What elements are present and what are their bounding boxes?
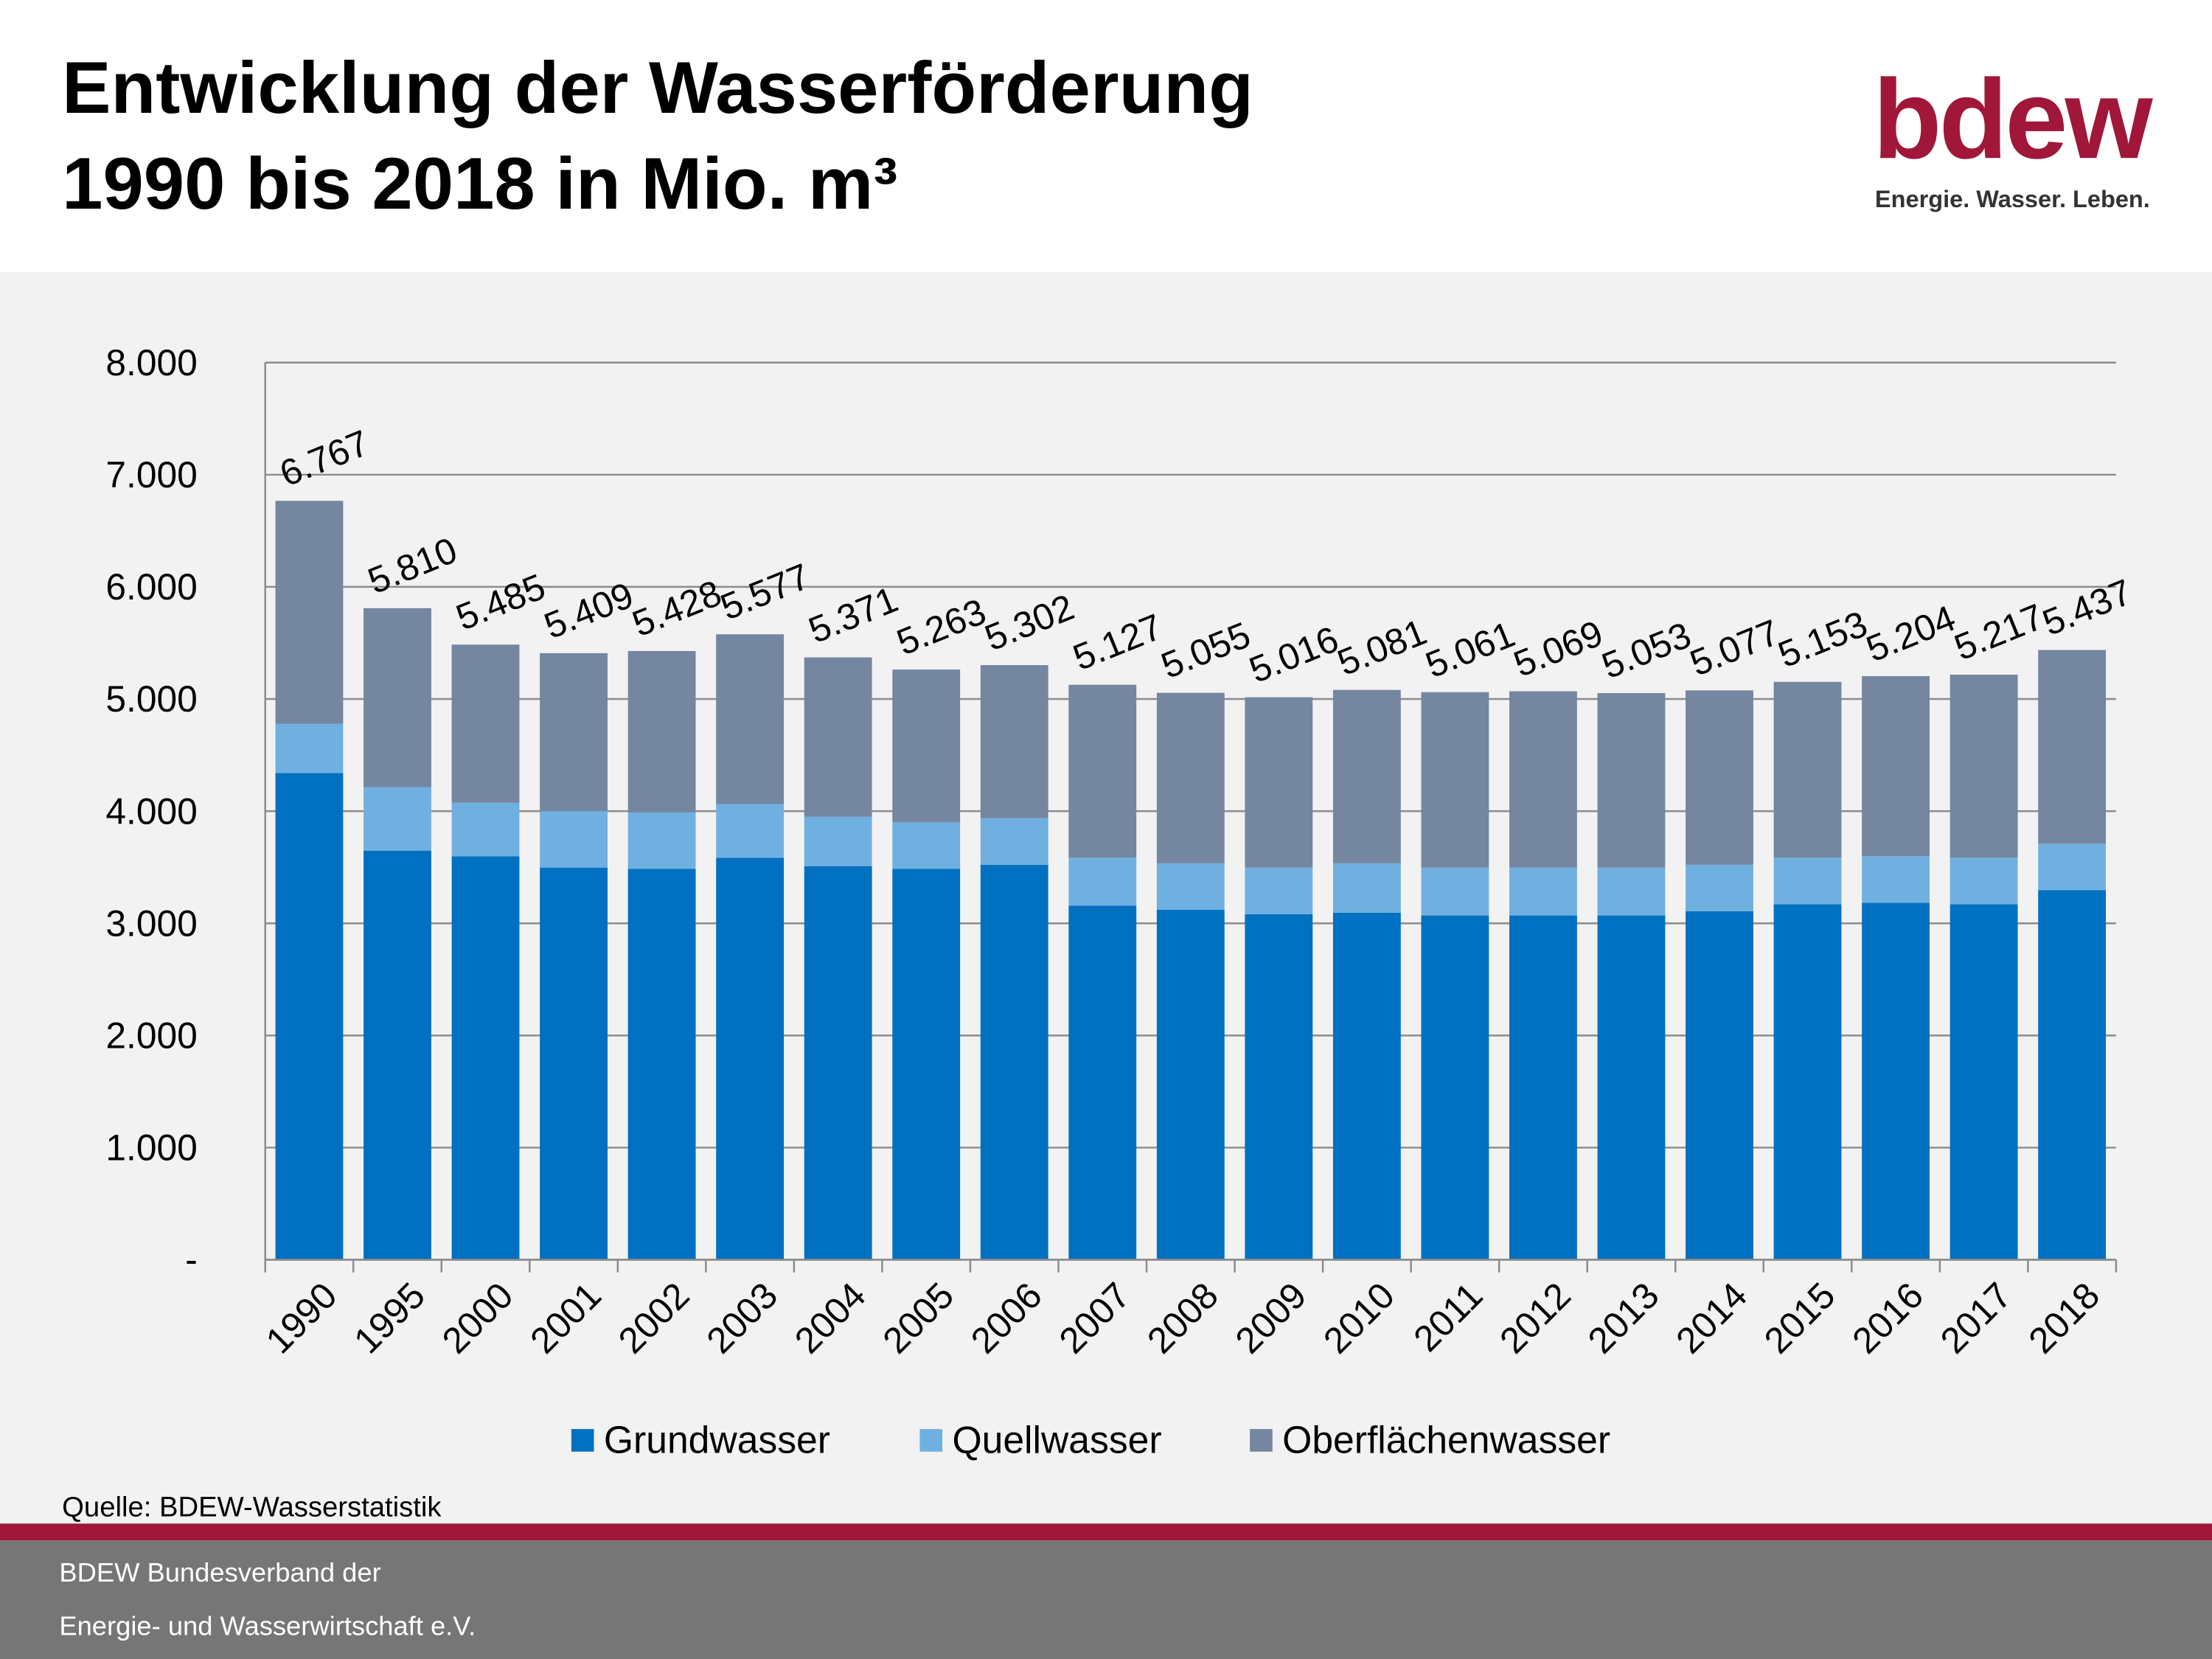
y-tick-label: 2.000 bbox=[105, 1015, 197, 1057]
bar-segment bbox=[1862, 902, 1930, 1260]
legend-swatch bbox=[919, 1429, 943, 1452]
bar-segment bbox=[980, 864, 1048, 1260]
legend-swatch bbox=[1250, 1429, 1273, 1452]
bar-segment bbox=[364, 850, 431, 1260]
bar-segment bbox=[1332, 912, 1401, 1260]
bar-segment bbox=[716, 634, 785, 804]
bar-segment bbox=[1068, 858, 1137, 906]
bar-segment bbox=[980, 665, 1048, 818]
legend-label: Quellwasser bbox=[952, 1419, 1161, 1461]
legend-label: Oberflächenwasser bbox=[1282, 1419, 1610, 1461]
y-tick-label: 3.000 bbox=[105, 902, 197, 944]
bar-segment bbox=[540, 653, 608, 812]
y-tick-label: 5.000 bbox=[105, 678, 197, 720]
bar-segment bbox=[275, 723, 344, 773]
y-tick-label: 1.000 bbox=[105, 1127, 197, 1169]
bar-segment bbox=[892, 822, 961, 869]
source: Quelle: BDEW-Wasserstatistik bbox=[62, 1492, 442, 1523]
y-tick-label: 6.000 bbox=[105, 566, 197, 608]
bar-segment bbox=[275, 773, 344, 1260]
bar-segment bbox=[1509, 867, 1577, 916]
bar-segment bbox=[540, 811, 608, 868]
footer-text: BDEW Bundesverband der bbox=[59, 1557, 380, 1587]
title: 1990 bis 2018 in Mio. m³ bbox=[62, 143, 897, 225]
bar-segment bbox=[1332, 689, 1401, 863]
bar-segment bbox=[804, 657, 872, 817]
bar-segment bbox=[275, 501, 344, 724]
bar-segment bbox=[1245, 697, 1313, 868]
bar-segment bbox=[1156, 863, 1225, 910]
plot: - 1.000 2.000 3.000 4.000 5.000 6.000 7.000 8.00… bbox=[105, 342, 2137, 1461]
bar-segment bbox=[1950, 675, 2018, 858]
bar-segment bbox=[804, 816, 872, 866]
bar-segment bbox=[1773, 858, 1842, 905]
bar-segment bbox=[540, 867, 608, 1260]
bar-segment bbox=[451, 644, 520, 803]
bar-segment bbox=[804, 866, 872, 1260]
bar-segment bbox=[2038, 844, 2107, 891]
bar-segment bbox=[1597, 915, 1666, 1260]
bar-segment bbox=[716, 804, 785, 858]
bar-segment bbox=[1773, 904, 1842, 1260]
footer-rule bbox=[0, 1523, 2212, 1541]
footer-bg bbox=[0, 1540, 2212, 1659]
bar-segment bbox=[1862, 675, 1930, 857]
bar-segment bbox=[627, 869, 696, 1260]
bar-segment bbox=[1068, 684, 1137, 858]
bar-segment bbox=[1421, 692, 1489, 868]
bar-segment bbox=[1950, 858, 2018, 905]
bar-segment bbox=[2038, 890, 2107, 1260]
bar-segment bbox=[2038, 650, 2107, 844]
bar-segment bbox=[1245, 867, 1313, 914]
bar-segment bbox=[1332, 863, 1401, 913]
bar-segment bbox=[1156, 909, 1225, 1260]
bar-segment bbox=[892, 869, 961, 1260]
header-bg bbox=[0, 0, 2212, 273]
logo: bdew bbox=[1873, 56, 2154, 182]
bar-segment bbox=[980, 818, 1048, 865]
bar-segment bbox=[1686, 911, 1753, 1260]
bar-segment bbox=[892, 669, 961, 823]
y-tick-label: 8.000 bbox=[105, 342, 197, 383]
bar-segment bbox=[1950, 904, 2018, 1260]
bar-segment bbox=[627, 812, 696, 869]
bar-segment bbox=[1773, 681, 1842, 858]
bar-segment bbox=[1686, 690, 1753, 865]
bar-segment bbox=[364, 787, 431, 851]
legend-swatch bbox=[571, 1429, 594, 1452]
bar-segment bbox=[1509, 915, 1577, 1260]
bar-segment bbox=[451, 856, 520, 1260]
bar-segment bbox=[716, 858, 785, 1260]
bar-segment bbox=[627, 650, 696, 813]
y-tick-label: - bbox=[185, 1239, 198, 1281]
bar-segment bbox=[1597, 867, 1666, 916]
y-tick-label: 4.000 bbox=[105, 790, 197, 832]
bar-segment bbox=[1509, 691, 1577, 868]
bar-segment bbox=[1421, 915, 1489, 1260]
bar-segment bbox=[1156, 692, 1225, 863]
y-tick-label: 7.000 bbox=[105, 454, 197, 495]
legend-label: Grundwasser bbox=[604, 1419, 830, 1461]
bar-segment bbox=[1597, 692, 1666, 868]
logo-tagline: Energie. Wasser. Leben. bbox=[1875, 186, 2150, 212]
bar-segment bbox=[1862, 856, 1930, 903]
bar-segment bbox=[1421, 867, 1489, 916]
bar-segment bbox=[451, 802, 520, 857]
title: Entwicklung der Wasserförderung bbox=[62, 47, 1253, 129]
footer-text: Energie- und Wasserwirtschaft e.V. bbox=[59, 1610, 476, 1641]
bar-segment bbox=[1068, 905, 1137, 1260]
bar-segment bbox=[364, 608, 431, 787]
bar-segment bbox=[1245, 914, 1313, 1260]
bar-segment bbox=[1686, 864, 1753, 911]
